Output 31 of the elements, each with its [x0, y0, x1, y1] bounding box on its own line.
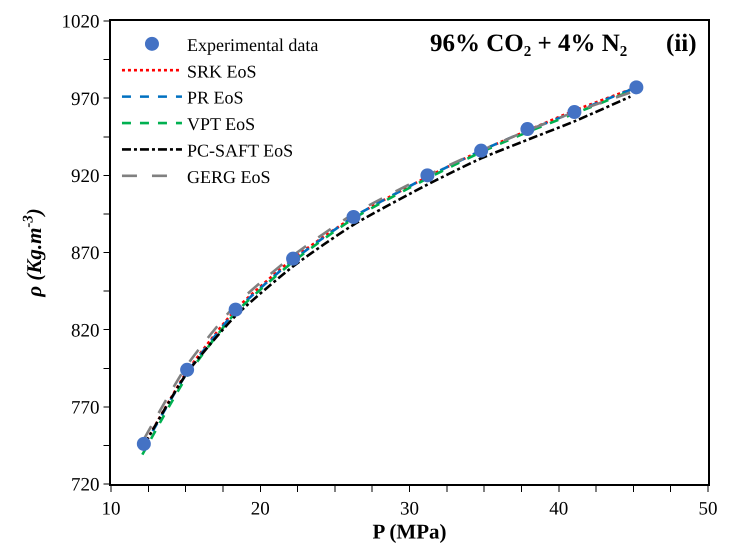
point: [420, 168, 434, 182]
legend-label: PC-SAFT EoS: [186, 140, 294, 160]
point: [629, 80, 644, 94]
point: [474, 144, 488, 158]
point: [286, 252, 300, 266]
x-tick-label: 40: [549, 498, 568, 520]
x-tick-label: 20: [250, 498, 270, 520]
point: [136, 436, 151, 451]
point: [520, 122, 534, 136]
y-tick-label: 1020: [61, 12, 100, 33]
legend-label: VPT EoS: [186, 114, 256, 134]
legend-label: PR EoS: [186, 88, 244, 108]
point: [346, 210, 361, 224]
y-tick-label: 720: [70, 474, 100, 496]
y-tick-label: 770: [70, 397, 100, 418]
annotation: 96% CO₂ + 4% N₂: [430, 30, 628, 57]
point: [228, 302, 243, 317]
x-tick-label: 50: [698, 498, 718, 520]
y-tick-label: 970: [70, 88, 100, 110]
y-tick-label: 870: [70, 243, 100, 264]
x-axis-title: P (MPa): [372, 520, 447, 544]
x-tick-label: 30: [400, 498, 419, 520]
y-tick-label: 820: [70, 320, 100, 342]
x-tick-label: 10: [102, 498, 120, 520]
annotation: (ii): [666, 30, 697, 57]
legend-label: GERG EoS: [186, 166, 270, 187]
y-tick-label: 920: [70, 166, 100, 187]
point: [180, 362, 194, 377]
point: [567, 105, 582, 120]
legend-label: SRK EoS: [186, 61, 256, 82]
legend-label: Experimental data: [186, 34, 318, 55]
